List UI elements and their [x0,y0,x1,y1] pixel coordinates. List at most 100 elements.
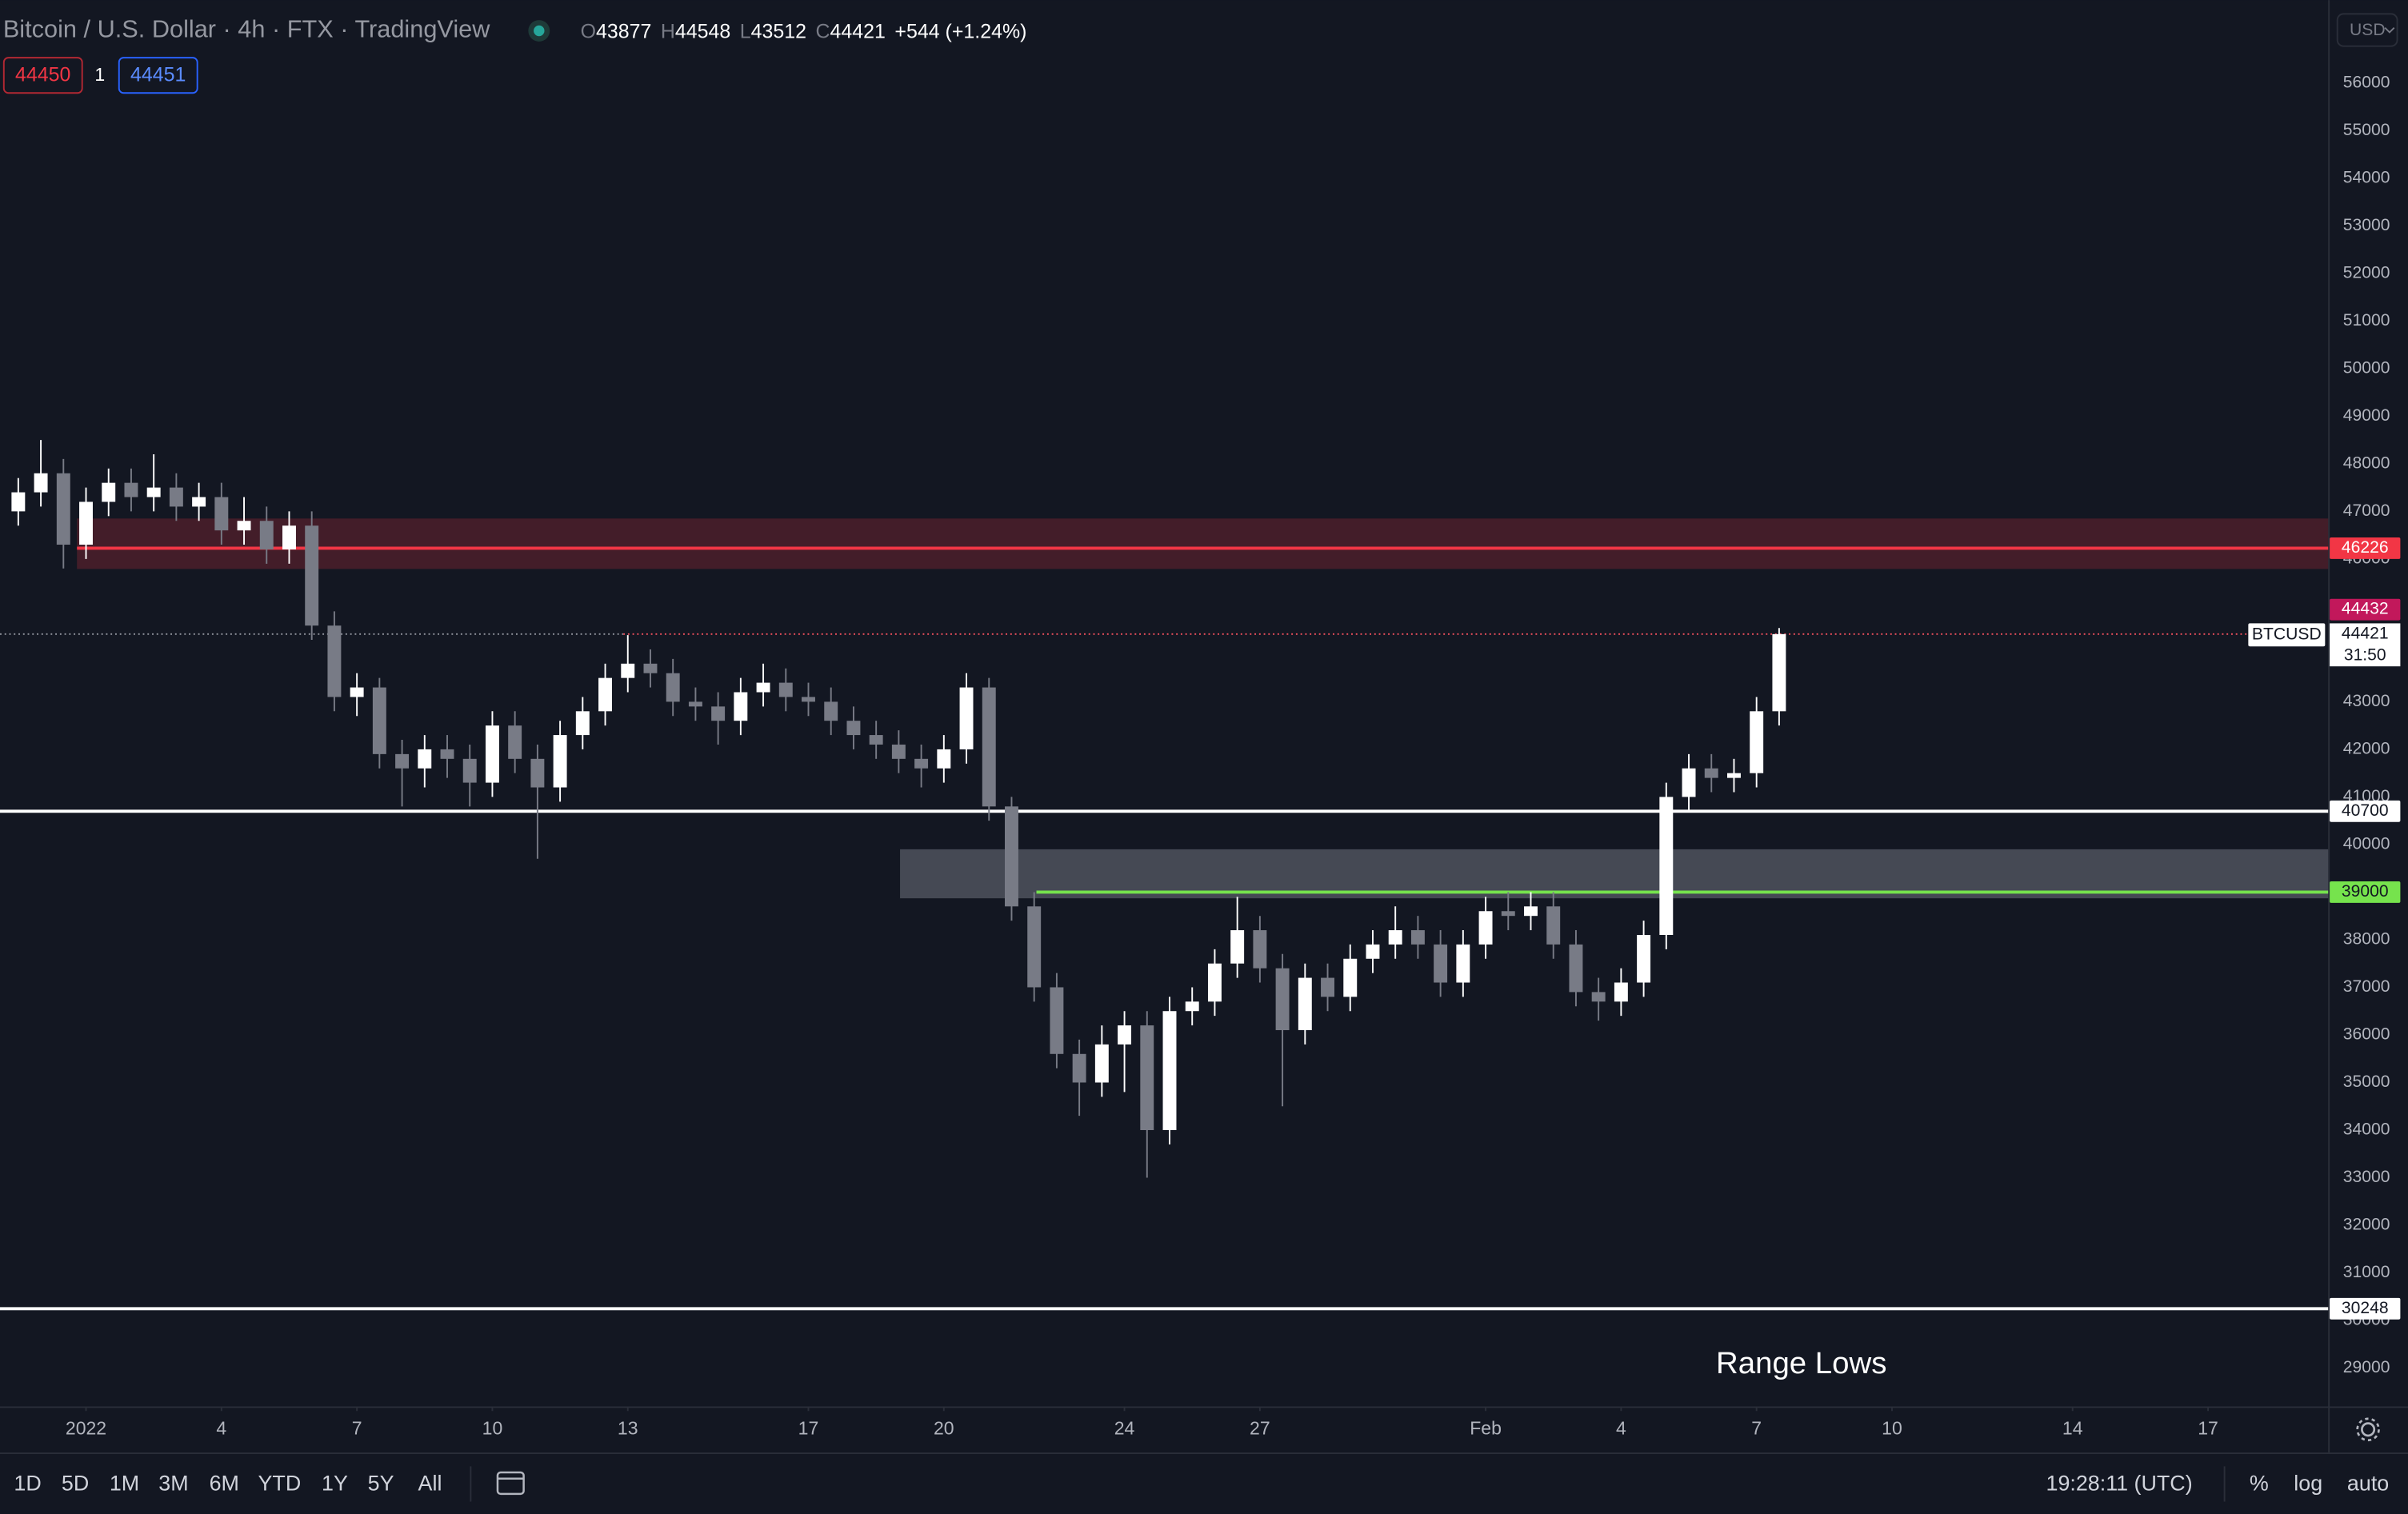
sell-button[interactable] [2,57,83,94]
ohlc-key: C [816,20,830,42]
candle [1772,628,1786,726]
candle [530,744,545,859]
candle [1321,963,1334,1012]
candle-body [462,758,477,783]
candle-body [282,525,296,549]
candle-body [1410,930,1425,945]
currency-caret [2384,26,2395,34]
candle-body [1072,1053,1086,1083]
ohlc-key: H [661,20,675,42]
scale-option[interactable]: % [2250,1472,2269,1496]
candle-body [1207,963,1222,1002]
candle-body [1704,768,1718,778]
y-tick-label: 43000 [2343,692,2390,710]
candle [350,673,364,717]
candle-body [688,701,702,707]
candle [372,677,386,769]
candle [124,468,138,512]
candle [778,668,793,712]
candle-body [1727,773,1741,778]
range-button[interactable]: All [418,1472,442,1496]
candle [1478,897,1493,959]
candle-body [846,721,861,736]
order-qty: 1 [94,64,105,85]
candle [1275,953,1290,1107]
scale-option[interactable]: auto [2347,1472,2389,1496]
candle [734,677,748,736]
scale-option[interactable]: log [2294,1472,2322,1496]
candle-body [1118,1025,1132,1045]
candle-body [1005,806,1018,907]
compare-icon[interactable] [496,1471,525,1496]
ohlc-key: O [581,20,596,42]
x-tick-label: 4 [1616,1417,1626,1438]
candle [462,744,477,807]
candle [1388,906,1402,959]
candle-body [34,473,48,493]
status-dot [534,25,545,37]
candle-body [1275,968,1290,1031]
candle [1501,892,1515,931]
candle-body [169,487,183,507]
candle-body [1321,977,1334,997]
candle [1185,987,1199,1026]
currency-button[interactable]: USD [2336,13,2398,47]
y-tick-label: 38000 [2343,930,2390,949]
y-tick-label: 34000 [2343,1121,2390,1139]
candle [34,440,48,507]
x-tick-label: 10 [1882,1417,1902,1438]
range-button[interactable]: 3M [158,1472,188,1496]
candle-body [56,473,70,545]
y-tick-label: 47000 [2343,501,2390,520]
candle [102,468,116,517]
x-tick-label: 24 [1114,1417,1135,1438]
candle [1546,892,1561,959]
ohlc-key: L [740,20,751,42]
range-button[interactable]: 5Y [368,1472,394,1496]
range-button[interactable]: 1Y [322,1472,348,1496]
ohlc-value: 43512 [751,20,806,42]
range-button[interactable]: 5D [62,1472,89,1496]
candle-body [1298,977,1312,1031]
candle-body [1614,982,1628,1002]
candle-body [734,692,748,721]
range-button[interactable]: 1M [110,1472,139,1496]
candle [1366,930,1380,973]
candle [395,740,410,807]
y-tick-label: 51000 [2343,311,2390,330]
candle [553,721,567,802]
clock: 19:28:11 (UTC) [2046,1472,2193,1496]
candle-body [146,487,161,497]
range-button[interactable]: 1D [14,1472,41,1496]
candle [259,506,274,564]
range-button[interactable]: 6M [210,1472,239,1496]
candle [575,697,590,749]
y-tick-label: 55000 [2343,121,2390,139]
candle [666,658,680,717]
candle-body [802,697,815,702]
y-tick-label: 36000 [2343,1025,2390,1044]
range-button[interactable]: YTD [258,1472,302,1496]
candle-body [1253,930,1267,969]
candle-body [440,749,454,759]
candle [1094,1025,1109,1097]
candle-body [1050,987,1064,1054]
candle-body [778,682,793,697]
zone [900,849,2329,899]
price-scale: 2900030000310003200033000340003500036000… [2330,73,2401,1376]
candle-body [666,673,680,702]
candle-body [1501,911,1515,917]
candle-body [1569,944,1583,993]
buy-button[interactable] [118,57,198,94]
settings-icon[interactable] [2356,1417,2380,1442]
y-tick-label: 53000 [2343,216,2390,234]
candle [1637,921,1651,997]
candle [846,706,861,749]
sell-price: 44450 [15,64,70,86]
candle-body [1185,1001,1199,1012]
x-tick-label: 13 [618,1417,638,1438]
candle-body [11,492,26,512]
candle [1456,930,1470,997]
candle-body [530,758,545,788]
